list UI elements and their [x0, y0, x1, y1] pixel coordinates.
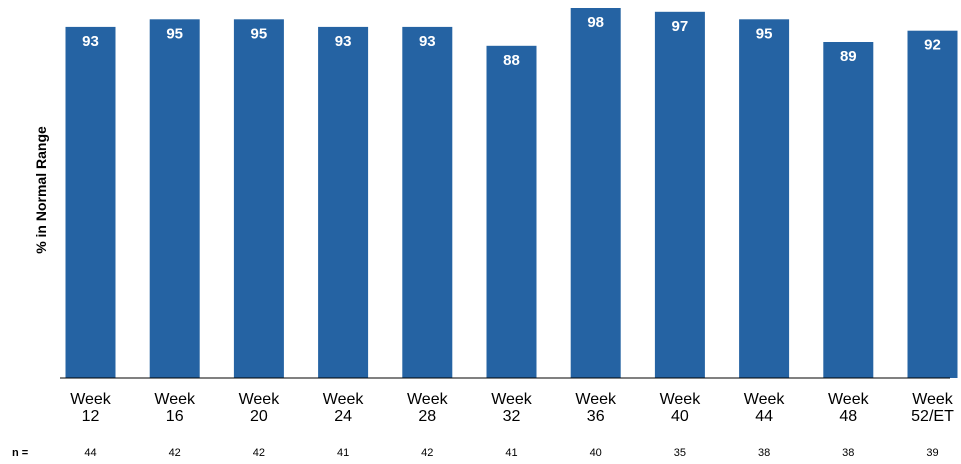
category-label-line: 52/ET: [911, 408, 954, 425]
bar-value-label: 97: [672, 18, 689, 35]
bar-value-label: 93: [419, 33, 436, 50]
bar: [318, 26, 369, 379]
category-label: Week 32: [491, 391, 533, 425]
bars-group: [65, 8, 958, 379]
category-label-line: Week: [70, 391, 112, 408]
n-value: 38: [842, 447, 854, 459]
n-label: n =: [12, 447, 28, 459]
category-label-line: 48: [839, 408, 857, 425]
category-label: Week 48: [828, 391, 870, 425]
category-label-line: 32: [503, 408, 521, 425]
bar-value-label: 88: [503, 52, 520, 69]
n-value: 42: [169, 447, 181, 459]
category-label: Week 36: [575, 391, 617, 425]
value-labels-group: 93 95 95 93 93 88 98 97 95 89 92: [82, 14, 941, 69]
bar: [486, 45, 537, 379]
category-label: Week 28: [407, 391, 449, 425]
category-label: Week 16: [154, 391, 196, 425]
bar-value-label: 93: [335, 33, 352, 50]
category-label-line: 12: [82, 408, 100, 425]
category-label-line: Week: [239, 391, 281, 408]
bar: [149, 19, 200, 379]
n-value: 41: [337, 447, 349, 459]
category-label: Week 52/ET: [911, 391, 954, 425]
bar-value-label: 98: [587, 14, 604, 31]
category-label-line: 44: [755, 408, 773, 425]
category-label-line: 16: [166, 408, 184, 425]
bar: [823, 42, 874, 378]
category-label: Week 24: [323, 391, 365, 425]
category-label-line: 20: [250, 408, 268, 425]
n-value: 40: [590, 447, 602, 459]
n-value: 42: [253, 447, 265, 459]
bar-value-label: 89: [840, 48, 857, 65]
n-value: 44: [84, 447, 96, 459]
bar: [570, 8, 621, 378]
category-label-line: Week: [575, 391, 617, 408]
category-label-line: Week: [154, 391, 196, 408]
n-value: 39: [926, 447, 938, 459]
bar-value-label: 95: [756, 25, 773, 42]
bar-value-label: 92: [924, 37, 941, 54]
category-label-line: Week: [828, 391, 870, 408]
category-label-line: Week: [323, 391, 365, 408]
category-label: Week 20: [239, 391, 281, 425]
bar: [654, 11, 705, 379]
category-label-line: 28: [418, 408, 436, 425]
category-label: Week 44: [744, 391, 786, 425]
bar-value-label: 95: [251, 25, 268, 42]
category-label-line: 24: [334, 408, 352, 425]
n-value: 35: [674, 447, 686, 459]
category-label: Week 40: [660, 391, 702, 425]
bar: [233, 19, 284, 379]
category-label-line: Week: [491, 391, 533, 408]
bar: [739, 19, 790, 379]
category-label-line: Week: [660, 391, 702, 408]
bar-value-label: 95: [166, 25, 183, 42]
category-label-line: 40: [671, 408, 689, 425]
category-label-line: Week: [407, 391, 449, 408]
category-label-line: 36: [587, 408, 605, 425]
category-label-line: Week: [912, 391, 954, 408]
category-label: Week 12: [70, 391, 112, 425]
n-value: 38: [758, 447, 770, 459]
bar: [65, 26, 116, 379]
y-axis-label: % in Normal Range: [33, 126, 49, 254]
bar: [907, 30, 958, 378]
n-value: 41: [505, 447, 517, 459]
n-values-group: 44 42 42 41 42 41 40 35 38 38 39: [84, 447, 938, 459]
n-value: 42: [421, 447, 433, 459]
category-label-line: Week: [744, 391, 786, 408]
bar: [402, 26, 453, 379]
bar-value-label: 93: [82, 33, 99, 50]
